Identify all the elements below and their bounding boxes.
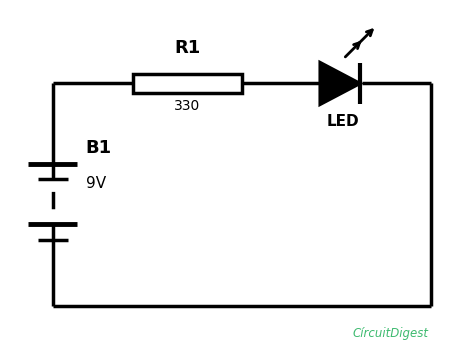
- Text: CírcuitDigest: CírcuitDigest: [352, 327, 428, 340]
- Text: R1: R1: [174, 39, 201, 58]
- Bar: [133, 74, 242, 94]
- Text: 330: 330: [174, 99, 201, 113]
- Text: 9V: 9V: [86, 176, 106, 191]
- Polygon shape: [320, 63, 360, 104]
- Text: B1: B1: [86, 139, 112, 157]
- Text: LED: LED: [327, 114, 360, 129]
